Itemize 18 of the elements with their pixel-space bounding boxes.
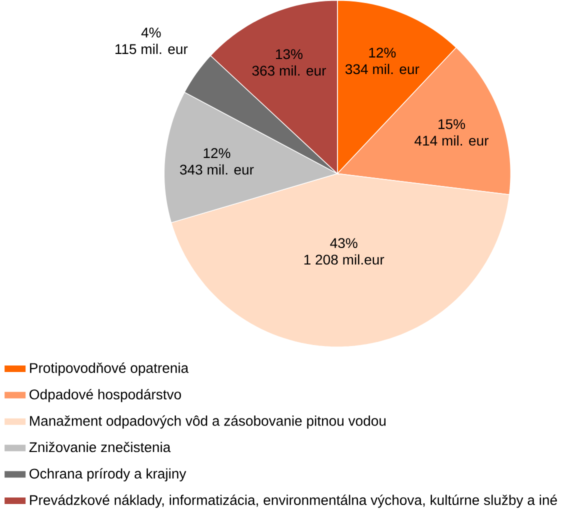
text: 13% [276,49,302,60]
data-label: 363 mil. eur [252,65,326,76]
legend-label: Znižovanie znečistenia [29,442,171,452]
data-label: 115 mil. eur [115,44,188,54]
legend-label: Odpadové hospodárstvo [30,388,181,402]
legend-label: Manažment odpadových vôd a zásobovanie pitnou vodou [30,415,386,429]
legend-label: Ochrana prírody a krajiny [30,468,186,482]
text: 4% [141,28,161,38]
legend-label: Protipovodňové opatrenia [30,362,189,376]
data-label: 414 mil. eur [414,135,489,146]
data-label: 334 mil. eur [345,64,420,74]
text: 15% [438,119,466,130]
text: 12% [204,148,230,158]
text: 43% [330,238,358,248]
legend-label: Prevádzkové náklady, informatizácia, environmentálna výchova, kultúrne služby a iné [30,494,557,508]
data-label: 343 mil. eur [180,164,254,175]
data-label: 1 208 mil.eur [304,254,384,265]
text: 12% [369,48,396,58]
